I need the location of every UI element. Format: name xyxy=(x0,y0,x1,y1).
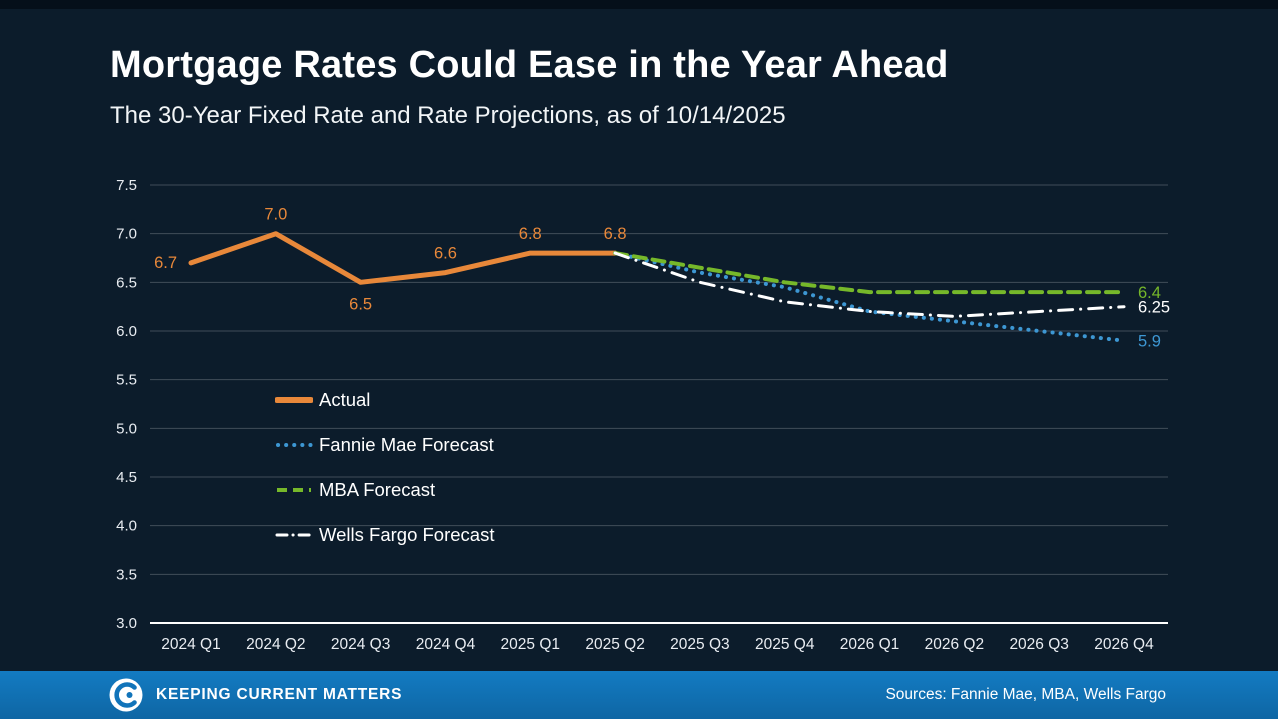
end-label-wells-fargo-forecast: 6.25 xyxy=(1138,299,1170,317)
x-tick-label: 2024 Q4 xyxy=(416,636,476,653)
top-accent-strip xyxy=(0,0,1278,9)
data-label-actual: 6.8 xyxy=(519,225,542,243)
y-tick-label: 6.0 xyxy=(116,323,137,340)
header: Mortgage Rates Could Ease in the Year Ah… xyxy=(110,44,1210,130)
x-tick-label: 2025 Q1 xyxy=(501,636,560,653)
legend-label: Wells Fargo Forecast xyxy=(319,523,495,545)
y-tick-label: 5.5 xyxy=(116,372,137,389)
series-line-actual xyxy=(188,231,618,285)
legend-label: Actual xyxy=(319,388,371,410)
sources-text: Sources: Fannie Mae, MBA, Wells Fargo xyxy=(885,686,1166,703)
legend-item-wells-fargo: Wells Fargo Forecast xyxy=(275,512,494,557)
data-label-actual: 7.0 xyxy=(264,206,287,224)
chart-legend: Actual Fannie Mae Forecast MBA Forecast … xyxy=(275,377,494,557)
footer-bar: Keeping Current Matters Sources: Fannie … xyxy=(0,671,1278,719)
y-tick-label: 4.0 xyxy=(116,518,137,535)
data-label-actual: 6.8 xyxy=(604,225,627,243)
x-tick-label: 2024 Q3 xyxy=(331,636,390,653)
legend-item-fannie-mae: Fannie Mae Forecast xyxy=(275,422,494,467)
legend-swatch-dotted-icon xyxy=(276,442,313,447)
page-title: Mortgage Rates Could Ease in the Year Ah… xyxy=(110,44,949,86)
y-tick-label: 7.0 xyxy=(116,226,137,243)
legend-label: MBA Forecast xyxy=(319,478,436,500)
legend-item-mba: MBA Forecast xyxy=(275,467,494,512)
data-label-actual: 6.5 xyxy=(349,295,372,313)
data-label-actual: 6.7 xyxy=(154,254,177,272)
end-label-mba-forecast: 6.4 xyxy=(1138,284,1161,302)
x-tick-label: 2025 Q4 xyxy=(755,636,815,653)
x-tick-label: 2026 Q4 xyxy=(1094,636,1154,653)
x-tick-label: 2025 Q3 xyxy=(670,636,729,653)
series-line-wells-fargo-forecast xyxy=(613,251,1126,318)
y-tick-label: 3.0 xyxy=(116,615,137,632)
series-line-mba-forecast xyxy=(613,251,1126,295)
legend-swatch-dashed-icon xyxy=(277,487,311,492)
x-tick-label: 2024 Q1 xyxy=(161,636,220,653)
y-tick-label: 3.5 xyxy=(116,566,137,583)
x-tick-label: 2024 Q2 xyxy=(246,636,305,653)
brand-name: Keeping Current Matters xyxy=(156,686,403,703)
kcm-logo-icon xyxy=(109,678,143,712)
legend-swatch-solid-icon xyxy=(275,396,313,403)
y-tick-label: 6.5 xyxy=(116,274,137,291)
end-label-fannie-mae-forecast: 5.9 xyxy=(1138,333,1161,351)
y-tick-label: 7.5 xyxy=(116,177,137,194)
legend-swatch-dashdot-icon xyxy=(275,533,313,536)
series-line-fannie-mae-forecast xyxy=(613,251,1126,343)
legend-label: Fannie Mae Forecast xyxy=(319,433,494,455)
data-label-actual: 6.6 xyxy=(434,245,457,263)
x-tick-label: 2025 Q2 xyxy=(585,636,644,653)
x-tick-label: 2026 Q2 xyxy=(925,636,984,653)
y-tick-label: 5.0 xyxy=(116,420,137,437)
legend-item-actual: Actual xyxy=(275,377,494,422)
page-subtitle: The 30-Year Fixed Rate and Rate Projecti… xyxy=(110,101,786,129)
y-tick-label: 4.5 xyxy=(116,469,137,486)
x-tick-label: 2026 Q1 xyxy=(840,636,899,653)
brand-group: Keeping Current Matters xyxy=(108,677,402,713)
x-tick-label: 2026 Q3 xyxy=(1009,636,1068,653)
